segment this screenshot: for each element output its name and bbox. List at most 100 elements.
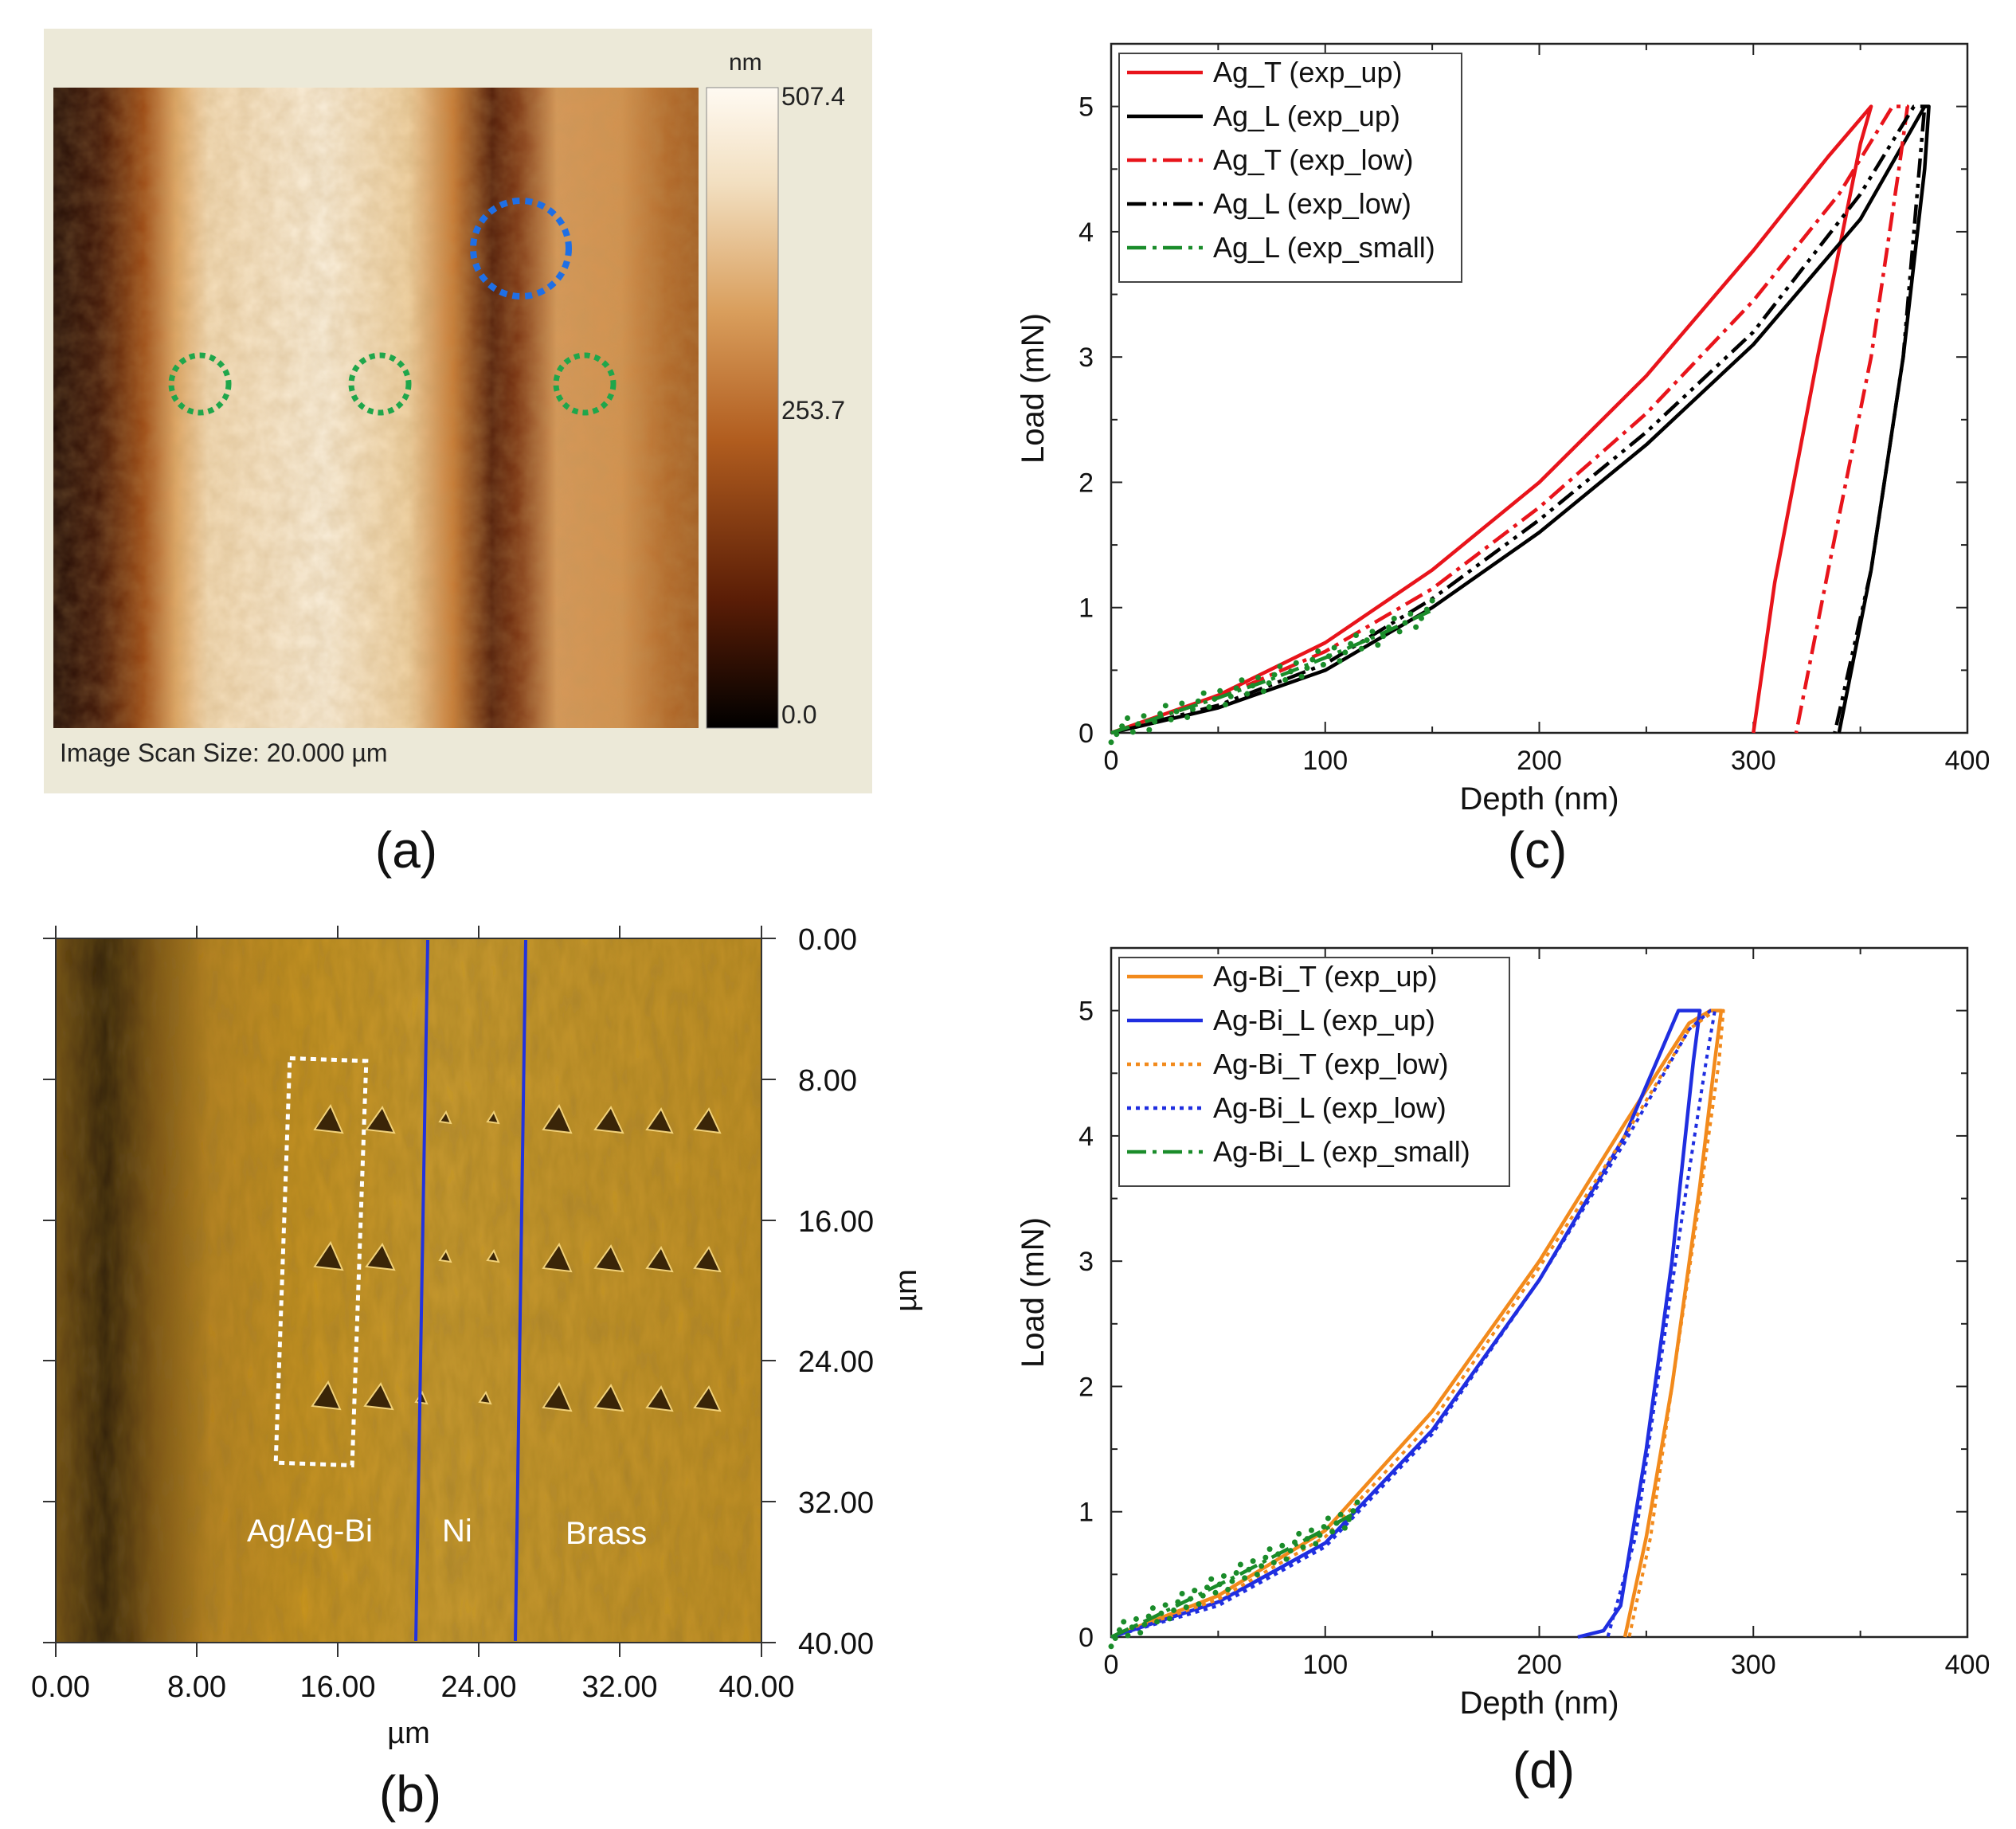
data-point — [1158, 1610, 1165, 1616]
x-tick-label: 8.00 — [167, 1670, 226, 1704]
data-point — [1168, 716, 1174, 723]
data-point — [1260, 688, 1266, 695]
y-tick-label: 5 — [1078, 997, 1094, 1027]
series-line-5 — [1110, 1510, 1359, 1639]
green-indent-marker-3 — [553, 352, 617, 416]
data-point — [1418, 615, 1424, 621]
data-point — [1293, 660, 1299, 666]
data-point — [1250, 1558, 1256, 1565]
data-point — [1119, 723, 1125, 730]
y-tick-label: 40.00 — [798, 1627, 874, 1661]
blue-indent-marker — [470, 198, 572, 300]
afm-texture — [53, 88, 699, 728]
y-tick-label: 0 — [1078, 1623, 1094, 1653]
data-point — [1266, 680, 1272, 687]
data-point — [1217, 687, 1223, 694]
data-point — [1108, 739, 1114, 746]
series-line-1 — [1110, 104, 1873, 735]
data-point — [1317, 1532, 1323, 1538]
data-point — [1402, 620, 1408, 626]
legend-label: Ag-Bi_L (exp_low) — [1213, 1091, 1446, 1124]
data-point — [1242, 1575, 1248, 1581]
series-line-5 — [1110, 608, 1434, 735]
y-tick-label: 32.00 — [798, 1486, 874, 1520]
indent — [365, 1243, 396, 1271]
indent — [363, 1382, 394, 1411]
legend-label: Ag_L (exp_up) — [1213, 100, 1400, 132]
data-point — [1337, 658, 1343, 664]
x-tick-labels: 0.00 8.00 16.00 24.00 32.00 40.00 — [31, 1670, 795, 1704]
chart-d: 0 100 200 300 400 0 1 2 3 4 5 Depth (nm) Load (mN) Ag… — [1016, 946, 1990, 1721]
colorbar-unit: nm — [729, 49, 762, 76]
data-point — [1287, 668, 1294, 675]
data-point — [1121, 1619, 1127, 1625]
data-point — [1244, 691, 1251, 697]
x-tick-label: 200 — [1517, 746, 1562, 776]
y-axis-label: Load (mN) — [1016, 313, 1051, 464]
left-ticks — [43, 938, 56, 1643]
data-point — [1298, 673, 1305, 680]
data-point — [1225, 1586, 1231, 1592]
panel-a-label: (a) — [374, 821, 438, 879]
x-tick-label: 16.00 — [299, 1670, 375, 1704]
data-point — [1308, 1527, 1314, 1533]
y-tick-label: 24.00 — [798, 1345, 874, 1379]
data-point — [1313, 1541, 1319, 1547]
y-tick-label: 5 — [1078, 92, 1094, 123]
x-tick-label: 300 — [1731, 1650, 1776, 1680]
data-point — [1380, 633, 1387, 640]
legend-box — [1118, 957, 1510, 1187]
indent — [313, 1240, 344, 1271]
indent — [311, 1380, 342, 1411]
data-point — [1141, 1621, 1148, 1627]
data-point — [1129, 729, 1136, 735]
panel-c-label: (c) — [1507, 821, 1568, 879]
data-point — [1184, 714, 1191, 720]
data-point — [1129, 1624, 1135, 1631]
data-point — [1385, 625, 1392, 631]
data-point — [1320, 661, 1326, 668]
data-point — [1183, 1604, 1189, 1611]
indent — [365, 1106, 396, 1134]
data-point — [1145, 1613, 1152, 1619]
data-point — [1341, 1525, 1348, 1531]
data-point — [1291, 1539, 1298, 1545]
data-point — [1227, 693, 1234, 699]
x-tick-label: 100 — [1302, 1650, 1348, 1680]
y-axis-label: µm — [890, 1269, 923, 1312]
data-point — [1354, 1499, 1360, 1506]
y-tick-label: 8.00 — [798, 1064, 857, 1098]
x-axis-label: Depth (nm) — [1459, 781, 1619, 817]
data-point — [1152, 719, 1158, 725]
data-point — [1216, 1581, 1223, 1588]
data-point — [1429, 597, 1435, 604]
data-point — [1162, 703, 1168, 709]
data-point — [1237, 1561, 1243, 1568]
data-point — [1266, 1546, 1273, 1553]
y-tick-label: 1 — [1078, 1498, 1094, 1528]
data-point — [1315, 648, 1321, 654]
data-point — [1212, 1589, 1219, 1596]
data-point — [1175, 1599, 1181, 1605]
legend-label: Ag_T (exp_low) — [1213, 143, 1413, 176]
data-point — [1229, 1578, 1235, 1584]
data-point — [1157, 711, 1163, 717]
right-ticks — [761, 938, 776, 1643]
data-point — [1346, 1516, 1352, 1522]
data-point — [1137, 1630, 1144, 1636]
data-point — [1206, 704, 1212, 711]
colorbar-min-label: 0.0 — [781, 700, 816, 729]
chart-c: 0 100 200 300 400 0 1 2 3 4 5 Depth (nm) Load (mN) Ag… — [1016, 42, 1990, 817]
data-point — [1200, 1592, 1206, 1599]
legend-label: Ag_L (exp_small) — [1213, 231, 1435, 264]
data-point — [1259, 1563, 1265, 1569]
y-tick-label: 4 — [1078, 217, 1094, 248]
y-tick-label: 2 — [1078, 468, 1094, 498]
data-point — [1279, 1542, 1286, 1549]
x-tick-label: 0.00 — [31, 1670, 90, 1704]
x-tick-label: 0 — [1104, 1650, 1119, 1680]
data-point — [1271, 672, 1278, 678]
data-point — [1239, 677, 1245, 683]
selected-indent-box — [273, 1055, 369, 1468]
y-axis-label: Load (mN) — [1016, 1217, 1051, 1368]
